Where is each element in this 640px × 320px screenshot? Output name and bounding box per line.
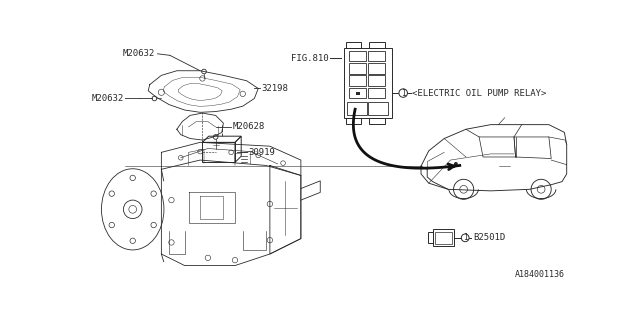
Bar [435, 232, 452, 244]
Text: 30919: 30919 [248, 148, 275, 157]
Bar [346, 42, 362, 48]
Bar [368, 101, 388, 116]
Bar [349, 63, 366, 74]
Text: 1: 1 [463, 233, 467, 242]
Text: FIG.810: FIG.810 [291, 54, 329, 63]
Text: 32198: 32198 [261, 84, 288, 93]
Bar [368, 51, 385, 61]
Bar [368, 75, 385, 86]
Bar [356, 92, 360, 95]
Text: <ELECTRIC OIL PUMP RELAY>: <ELECTRIC OIL PUMP RELAY> [412, 89, 547, 98]
Bar [369, 42, 385, 48]
Bar [349, 88, 366, 99]
Text: M20632: M20632 [123, 49, 155, 58]
Bar [368, 88, 385, 99]
Bar [349, 51, 366, 61]
Bar [344, 48, 392, 118]
Bar [349, 75, 366, 86]
Text: M20628: M20628 [233, 123, 265, 132]
Text: 1: 1 [401, 89, 406, 98]
Bar [369, 118, 385, 124]
Text: B2501D: B2501D [473, 233, 505, 242]
Text: A184001136: A184001136 [515, 270, 564, 279]
Text: M20632: M20632 [92, 94, 124, 103]
Bar [347, 101, 367, 116]
Bar [433, 229, 454, 246]
Bar [346, 118, 362, 124]
Bar [428, 232, 433, 243]
Circle shape [454, 162, 458, 166]
Bar [368, 63, 385, 74]
